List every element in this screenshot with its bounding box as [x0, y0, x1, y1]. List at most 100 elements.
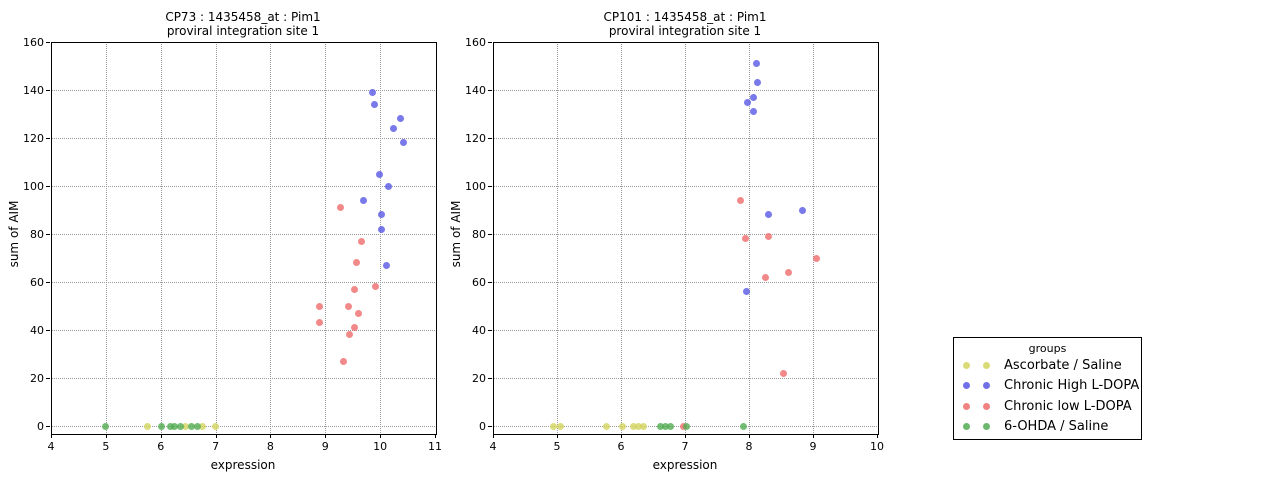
y-tick-label: 20: [472, 372, 486, 385]
x-tick-mark: [380, 434, 382, 438]
y-tick-label: 140: [23, 84, 44, 97]
x-tick-label: 5: [553, 440, 561, 453]
legend-marker-icon: [963, 402, 970, 410]
data-point: [765, 232, 773, 240]
y-tick-label: 80: [30, 228, 44, 241]
data-point: [629, 422, 637, 430]
gridline-vertical: [813, 42, 814, 433]
y-tick-label: 60: [472, 276, 486, 289]
x-tick-mark: [435, 434, 436, 438]
data-point: [372, 283, 380, 291]
y-tick-label: 0: [37, 420, 44, 433]
data-point: [199, 422, 207, 430]
y-tick-mark: [46, 378, 50, 379]
gridline-vertical: [380, 42, 382, 433]
y-tick-label: 40: [30, 324, 44, 337]
y-tick-mark: [488, 330, 492, 331]
gridline-horizontal: [51, 186, 435, 187]
gridline-horizontal: [493, 90, 877, 91]
data-point: [350, 285, 358, 293]
legend-row-ascorbate-saline: Ascorbate / Saline: [954, 355, 1141, 376]
y-tick-label: 20: [30, 372, 44, 385]
data-point: [316, 319, 324, 327]
data-point: [158, 422, 166, 430]
x-tick-mark: [749, 434, 750, 438]
y-tick-label: 160: [465, 36, 486, 49]
data-point: [345, 302, 353, 310]
gridline-vertical: [105, 42, 107, 433]
data-point: [399, 139, 407, 147]
x-tick-mark: [685, 434, 686, 438]
y-tick-mark: [46, 90, 50, 91]
y-tick-mark: [488, 90, 492, 91]
gridline-horizontal: [493, 186, 877, 187]
data-point: [351, 324, 359, 332]
data-point: [355, 309, 363, 317]
gridline-horizontal: [493, 234, 877, 235]
data-point: [780, 369, 788, 377]
chart-title-cp73: CP73 : 1435458_at : Pim1 proviral integr…: [51, 10, 435, 38]
y-axis-label: sum of AIM: [449, 200, 463, 268]
legend-title: groups: [1028, 342, 1067, 355]
gridline-vertical: [557, 42, 558, 433]
legend-marker-icon: [963, 361, 970, 369]
legend-label: Chronic High L-DOPA: [1004, 378, 1140, 394]
y-tick-mark: [46, 330, 50, 331]
x-tick-mark: [325, 434, 327, 438]
y-tick-label: 40: [472, 324, 486, 337]
data-point: [176, 422, 184, 430]
y-tick-mark: [46, 234, 50, 235]
gridline-horizontal: [51, 282, 435, 283]
data-point: [784, 268, 792, 276]
y-tick-mark: [488, 186, 492, 187]
gridline-horizontal: [493, 378, 877, 379]
data-point: [383, 261, 391, 269]
data-point: [741, 235, 749, 243]
plot-frame: [51, 42, 437, 435]
data-point: [384, 182, 392, 190]
data-point: [753, 60, 761, 68]
data-point: [211, 422, 219, 430]
data-point: [754, 79, 762, 87]
x-axis-label: expression: [210, 458, 276, 472]
legend-marker-icon: [963, 423, 970, 431]
x-tick-label: 10: [373, 440, 388, 453]
x-tick-mark: [105, 434, 107, 438]
gridline-vertical: [270, 42, 272, 433]
x-tick-label: 8: [745, 440, 753, 453]
y-tick-mark: [46, 282, 50, 283]
x-tick-label: 10: [870, 440, 884, 453]
data-point: [742, 288, 750, 296]
y-tick-mark: [488, 42, 492, 43]
gridline-horizontal: [51, 234, 435, 235]
data-point: [662, 422, 670, 430]
gridline-horizontal: [493, 138, 877, 139]
y-tick-label: 60: [30, 276, 44, 289]
x-tick-mark: [621, 434, 622, 438]
x-tick-label: 6: [157, 440, 165, 453]
chart-title-line1: CP73 : 1435458_at : Pim1: [165, 10, 321, 24]
data-point: [679, 422, 687, 430]
x-tick-mark: [160, 434, 162, 438]
data-point: [683, 422, 691, 430]
legend-marker-icon: [963, 382, 970, 390]
y-tick-label: 140: [465, 84, 486, 97]
gridline-horizontal: [51, 426, 435, 427]
data-point: [739, 422, 747, 430]
y-tick-label: 80: [472, 228, 486, 241]
data-point: [618, 422, 626, 430]
gridline-vertical: [621, 42, 622, 433]
y-tick-label: 0: [479, 420, 486, 433]
data-point: [657, 422, 665, 430]
x-tick-label: 4: [489, 440, 497, 453]
data-point: [737, 196, 745, 204]
x-tick-mark: [877, 434, 878, 438]
y-tick-label: 120: [23, 132, 44, 145]
data-point: [635, 422, 643, 430]
data-point: [639, 422, 647, 430]
chart-title-cp101: CP101 : 1435458_at : Pim1 proviral integ…: [493, 10, 877, 38]
legend-label: Ascorbate / Saline: [1004, 357, 1122, 373]
x-tick-mark: [51, 434, 52, 438]
chart-title-line1: CP101 : 1435458_at : Pim1: [603, 10, 767, 24]
data-point: [389, 124, 397, 132]
